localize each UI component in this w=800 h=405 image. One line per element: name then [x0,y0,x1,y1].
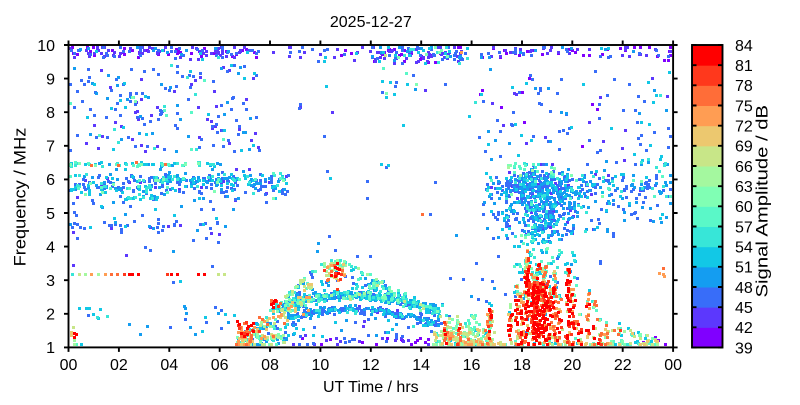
svg-text:72: 72 [735,118,753,135]
svg-text:7: 7 [46,139,55,156]
svg-text:66: 66 [735,159,753,176]
svg-text:2025-12-27: 2025-12-27 [330,14,412,31]
svg-text:54: 54 [735,239,753,256]
svg-text:78: 78 [735,78,753,95]
svg-text:2: 2 [46,307,55,324]
svg-text:18: 18 [513,357,531,374]
svg-text:Frequency / MHz: Frequency / MHz [10,128,29,267]
svg-text:57: 57 [735,219,753,236]
svg-text:10: 10 [312,357,330,374]
svg-text:1: 1 [46,340,55,357]
svg-text:39: 39 [735,340,753,357]
svg-text:08: 08 [261,357,279,374]
svg-text:8: 8 [46,105,55,122]
svg-text:45: 45 [735,300,753,317]
svg-text:10: 10 [37,38,55,55]
svg-text:UT Time / hrs: UT Time / hrs [323,379,419,396]
svg-text:04: 04 [160,357,178,374]
svg-text:84: 84 [735,38,753,55]
svg-text:Signal Amplitude / dB: Signal Amplitude / dB [753,105,772,298]
svg-text:81: 81 [735,58,753,75]
svg-text:6: 6 [46,172,55,189]
svg-text:51: 51 [735,260,753,277]
svg-text:16: 16 [463,357,481,374]
svg-text:00: 00 [664,357,682,374]
svg-text:06: 06 [211,357,229,374]
svg-text:4: 4 [46,239,55,256]
svg-text:3: 3 [46,273,55,290]
svg-text:14: 14 [412,357,430,374]
svg-text:9: 9 [46,71,55,88]
svg-text:60: 60 [735,199,753,216]
svg-text:00: 00 [60,357,78,374]
svg-text:42: 42 [735,320,753,337]
svg-text:48: 48 [735,280,753,297]
svg-text:63: 63 [735,179,753,196]
svg-text:75: 75 [735,98,753,115]
svg-text:02: 02 [110,357,128,374]
svg-text:69: 69 [735,139,753,156]
svg-text:22: 22 [614,357,632,374]
svg-text:5: 5 [46,206,55,223]
svg-text:20: 20 [563,357,581,374]
svg-text:12: 12 [362,357,380,374]
